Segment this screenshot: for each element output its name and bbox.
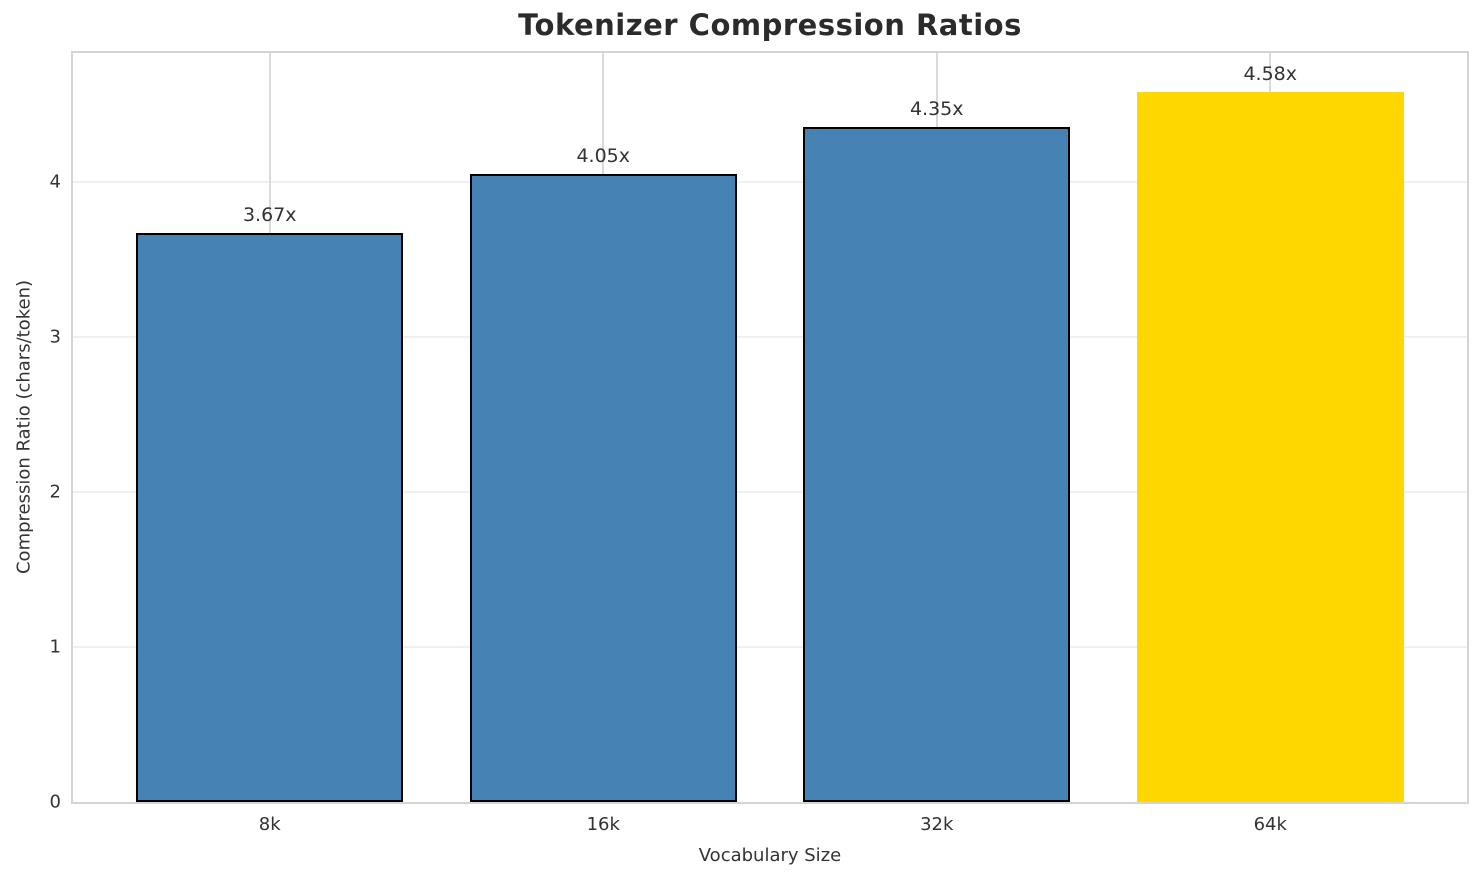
ytick-label-4: 4	[49, 171, 61, 193]
gridline-y-4	[73, 180, 1467, 183]
gridline-y-3	[73, 335, 1467, 338]
xtick-label-32k: 32k	[920, 814, 954, 835]
ytick-label-3: 3	[49, 326, 61, 348]
xtick-label-64k: 64k	[1253, 814, 1287, 835]
ytick-label-1: 1	[49, 636, 61, 658]
ytick-label-0: 0	[49, 791, 61, 813]
bar-32k	[803, 127, 1071, 802]
ytick-label-2: 2	[49, 481, 61, 503]
bar-value-label-32k: 4.35x	[909, 98, 964, 121]
bar-value-label-8k: 3.67x	[242, 203, 297, 226]
x-axis-label: Vocabulary Size	[698, 845, 842, 866]
xtick-label-8k: 8k	[258, 814, 281, 835]
plot-area: 0 1 2 3 4 3.67x 8k 4.05x 16k 4.35x 32k 4.58x 64k	[50, 51, 1469, 835]
xtick-label-16k: 16k	[586, 814, 620, 835]
gridline-y-1	[73, 645, 1467, 648]
bar-16k	[469, 173, 737, 802]
bar-8k	[136, 232, 404, 802]
bar-value-label-64k: 4.58x	[1243, 62, 1298, 85]
gridline-y-2	[73, 490, 1467, 493]
bar-64k	[1136, 91, 1404, 802]
y-axis-label: Compression Ratio (chars/token)	[13, 279, 35, 575]
bar-value-label-16k: 4.05x	[576, 144, 631, 167]
chart-title: Tokenizer Compression Ratios	[518, 8, 1022, 42]
